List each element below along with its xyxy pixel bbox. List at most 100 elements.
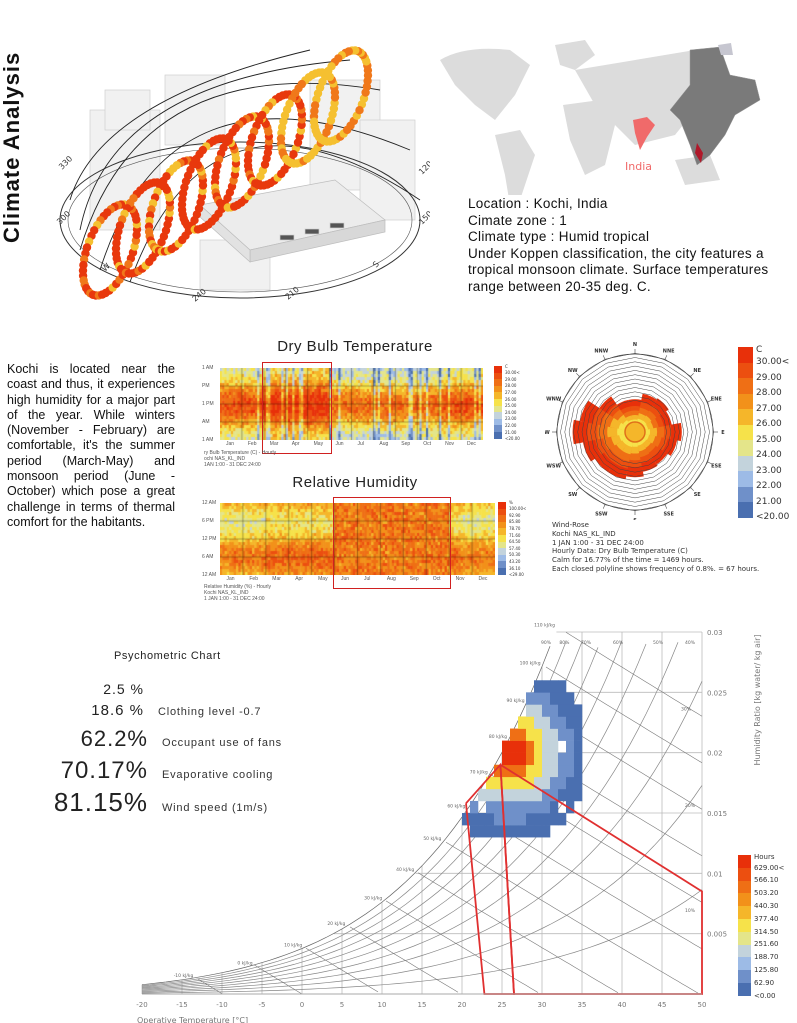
legend-label: 22.00 [505, 423, 517, 428]
direction-tick [558, 461, 564, 465]
legend-label: 28.00 [505, 383, 517, 389]
frequency-cell [542, 788, 551, 802]
frequency-cell [486, 776, 495, 790]
legend-swatch [498, 548, 506, 555]
frequency-cell [550, 788, 559, 802]
legend-swatch [498, 535, 506, 542]
stat-value: 70.17% [60, 757, 148, 784]
legend-swatch [738, 855, 751, 868]
enthalpy-line [545, 666, 703, 764]
rh-label: 80% [559, 640, 570, 646]
frequency-cell [566, 704, 575, 717]
enthalpy-label: 30 kJ/kg [364, 895, 382, 901]
frequency-cell [542, 752, 551, 766]
direction-tick [602, 503, 606, 509]
frequency-cell [558, 728, 567, 741]
direction-tick [576, 486, 581, 491]
frequency-cell [566, 716, 575, 729]
month-tick-label: Oct [432, 576, 441, 582]
humidity-heatmap: 12 AM 6 PM 12 PM 6 AM 12 AM Jan Feb Mar Apr May J… [202, 497, 495, 589]
frequency-cell [542, 800, 551, 814]
legend-label: 62.90 [754, 978, 775, 987]
month-tick-label: Jun [335, 441, 344, 447]
legend-swatch [498, 521, 506, 529]
x-tick-label: -10 [216, 1001, 227, 1009]
legend-label: 440.30 [754, 902, 779, 910]
frequency-cell [534, 800, 543, 814]
rh-curve [141, 642, 679, 991]
enthalpy-label: 90 kJ/kg [507, 698, 525, 704]
y-tick-label: 0.015 [707, 810, 727, 818]
caption-line: 1AN 1:00 - 31 DEC 24:00 [204, 462, 261, 468]
compass-label: 300 [55, 209, 72, 226]
legend-label: 27.00 [505, 390, 517, 395]
enthalpy-label: 0 kJ/kg [237, 961, 252, 967]
climate-zone-line: Cimate zone : 1 [468, 212, 568, 228]
y-axis-label: Humidity Ratio [kg water/ kg air] [753, 634, 762, 765]
legend-swatch [738, 440, 753, 456]
legend-swatch [738, 906, 751, 919]
frequency-cell [558, 788, 567, 802]
rh-label: 70% [581, 640, 592, 646]
frequency-cell [558, 680, 567, 693]
psychrometric-title: Psychometric Chart [114, 650, 221, 662]
direction-tick [664, 503, 668, 509]
frequency-cell [534, 704, 543, 717]
frequency-cell [526, 716, 535, 729]
frequency-cell [510, 752, 519, 766]
compass-label: 210 [284, 285, 301, 302]
legend-label: 30.00< [756, 357, 790, 368]
month-tick-label: Feb [249, 576, 258, 582]
direction-label: SSE [663, 511, 674, 517]
legend-swatch [498, 502, 506, 509]
legend-swatch [738, 409, 753, 425]
frequency-cell [542, 692, 551, 705]
direction-label: NW [568, 368, 578, 374]
compass-label: 330 [57, 154, 74, 171]
x-tick-label: 0 [300, 1001, 304, 1009]
frequency-cell [478, 813, 487, 826]
frequency-cell [526, 800, 535, 814]
frequency-cell [502, 776, 511, 790]
frequency-cell [526, 752, 535, 766]
frequency-cell [462, 813, 471, 826]
frequency-cell [518, 776, 527, 790]
frequency-cell [534, 716, 543, 729]
frequency-cell [470, 825, 479, 838]
stat-value: 62.2% [80, 726, 148, 751]
legend-swatch [494, 412, 502, 419]
legend-label: 23.00 [505, 416, 517, 422]
y-tick-label: 1 PM [202, 401, 214, 407]
frequency-cell [534, 740, 543, 753]
frequency-cell [558, 704, 567, 717]
frequency-cell [558, 813, 567, 826]
kerala-highlight [695, 143, 703, 163]
legend-label: 377.40 [754, 914, 779, 923]
legend-swatch [498, 554, 506, 562]
humidity-heatmap-canvas [220, 503, 495, 575]
frequency-cell [518, 813, 527, 826]
frequency-cell [510, 800, 519, 814]
frequency-cell [558, 776, 567, 790]
direction-label: WSW [546, 464, 561, 470]
frequency-cell [566, 692, 575, 705]
frequency-cell [486, 800, 495, 814]
month-tick-label: Sep [401, 441, 411, 447]
legend-label: 36.10 [509, 565, 521, 571]
kashmir-region [718, 43, 733, 55]
legend-unit: C [756, 345, 763, 355]
x-tick-label: 40 [618, 1001, 627, 1009]
frequency-cell [526, 728, 535, 741]
legend-label: 78.70 [509, 526, 521, 531]
legend-swatch [738, 983, 751, 996]
frequency-cell [550, 704, 559, 717]
legend-unit: % [509, 500, 513, 505]
frequency-cell [478, 788, 487, 802]
frequency-cell [534, 788, 543, 802]
frequency-cell [534, 680, 543, 693]
y-tick-label: 1 AM [202, 437, 214, 443]
direction-label: SE [694, 492, 702, 498]
frequency-cell [550, 728, 559, 741]
wind-rose-caption: Wind-Rose Kochi NAS_KL_IND 1 JAN 1:00 - … [552, 521, 759, 574]
frequency-cell [510, 764, 519, 778]
